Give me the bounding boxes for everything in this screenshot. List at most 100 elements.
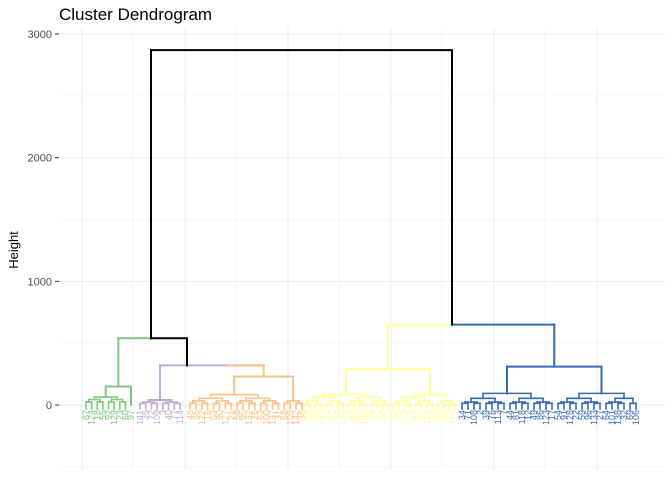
leaf-label: 27 [595, 410, 605, 420]
leaf-label: 96 [583, 410, 593, 420]
leaf-label: 92 [104, 410, 114, 420]
y-axis: 0 1000 2000 3000 [28, 29, 59, 412]
leaf-label: 137 [268, 410, 278, 425]
leaf-label: 81 [511, 410, 521, 420]
leaf-label: 32 [619, 410, 629, 420]
leaf-label: 18 [92, 410, 102, 420]
leaf-label: 135 [338, 410, 348, 425]
leaf-label: 118 [422, 410, 432, 424]
grid [59, 28, 665, 470]
leaf-label: 59 [577, 410, 587, 420]
y-tick-label: 2000 [28, 153, 52, 165]
leaf-label: 124 [87, 410, 97, 425]
leaf-label: 23 [115, 410, 125, 420]
leaf-label: 68 [279, 410, 289, 420]
leaf-label: 141 [135, 410, 145, 425]
leaf-label: 140 [361, 410, 371, 425]
leaf-label: 12 [523, 410, 533, 420]
leaf-label: 87 [81, 410, 91, 420]
leaf-label: 138 [613, 410, 623, 425]
leaf-label: 113 [400, 410, 410, 424]
leaf-label: 7 [499, 410, 509, 415]
leaf-label: 64 [601, 410, 611, 420]
leaf-label: 71 [372, 410, 382, 420]
leaf-label: 129 [109, 410, 119, 425]
leaf-label: 49 [433, 410, 443, 420]
leaf-label: 39 [388, 410, 398, 420]
leaf-label: 103 [355, 410, 365, 425]
leaf-label: 86 [535, 410, 545, 420]
leaf-label: 118 [517, 410, 527, 424]
leaf-label: 58 [232, 410, 242, 420]
leaf-label: 123 [541, 410, 551, 425]
leaf-label: 16 [203, 410, 213, 420]
leaf-label: 36 [297, 410, 307, 420]
leaf-label: 44 [411, 410, 421, 420]
leaf-label: 101 [607, 410, 617, 425]
leaf-label: 63 [256, 410, 266, 420]
leaf-label: 108 [469, 410, 479, 425]
leaf-label: 49 [529, 410, 539, 420]
leaf-label: 113 [493, 410, 503, 424]
leaf-label: 100 [262, 410, 272, 425]
leaf-label: 34 [457, 410, 467, 420]
leaf-label: 54 [553, 410, 563, 420]
leaf-label: 69 [625, 410, 635, 420]
leaf-label: 95 [238, 410, 248, 420]
leaf-label: 91 [559, 410, 569, 420]
y-tick-label: 1000 [28, 276, 52, 288]
leaf-label: 19 [299, 410, 309, 420]
leaf-label: 48 [185, 410, 195, 420]
leaf-label: 114 [175, 410, 185, 424]
leaf-label: 122 [197, 410, 207, 425]
leaf-label: 39 [481, 410, 491, 420]
leaf-label: 17 [450, 410, 460, 420]
leaf-label: 24 [321, 410, 331, 420]
leaf-label: 132 [244, 410, 254, 425]
leaf-label: 72 [146, 410, 156, 420]
leaf-label: 22 [571, 410, 581, 420]
leaf-label: 133 [589, 410, 599, 425]
leaf-label: 66 [349, 410, 359, 420]
y-tick-label: 3000 [28, 29, 52, 41]
leaf-label: 76 [394, 410, 404, 420]
leaf-label: 55 [98, 410, 108, 420]
leaf-label: 2 [383, 410, 393, 415]
leaf-label: 3 [158, 410, 168, 415]
leaf-label: 56 [305, 410, 315, 420]
leaf-label: 44 [505, 410, 515, 420]
leaf-label: 71 [463, 410, 473, 420]
leaf-label: 60 [120, 410, 130, 420]
leaf-label: 35 [141, 410, 151, 420]
leaf-label: 93 [310, 410, 320, 420]
leaf-label: 53 [209, 410, 219, 420]
leaf-label: 142 [291, 410, 301, 425]
leaf-label: 98 [333, 410, 343, 420]
leaf-label: 128 [565, 410, 575, 425]
leaf-label: 12 [428, 410, 438, 420]
leaf-label: 7 [405, 410, 415, 415]
y-axis-title: Height [6, 231, 21, 269]
leaf-label: 108 [377, 410, 387, 425]
leaf-label: 76 [487, 410, 497, 420]
leaf-label: 2 [475, 410, 485, 415]
leaf-label: 61 [327, 410, 337, 420]
leaf-label: 86 [439, 410, 449, 420]
y-tick-label: 0 [46, 400, 52, 412]
leaf-label: 17 [547, 410, 557, 420]
leaf-label: 123 [444, 410, 454, 425]
leaf-label: 127 [220, 410, 230, 425]
leaf-label: 81 [416, 410, 426, 420]
leaf-label: 34 [366, 410, 376, 420]
leaf-label: 130 [316, 410, 326, 425]
leaf-label: 90 [214, 410, 224, 420]
leaf-label: 85 [191, 410, 201, 420]
leaf-label: 21 [226, 410, 236, 420]
leaf-label: 77 [169, 410, 179, 420]
chart-title: Cluster Dendrogram [59, 5, 212, 24]
leaf-label: 105 [285, 410, 295, 425]
leaf-label: 40 [164, 410, 174, 420]
leaf-label: 29 [344, 410, 354, 420]
